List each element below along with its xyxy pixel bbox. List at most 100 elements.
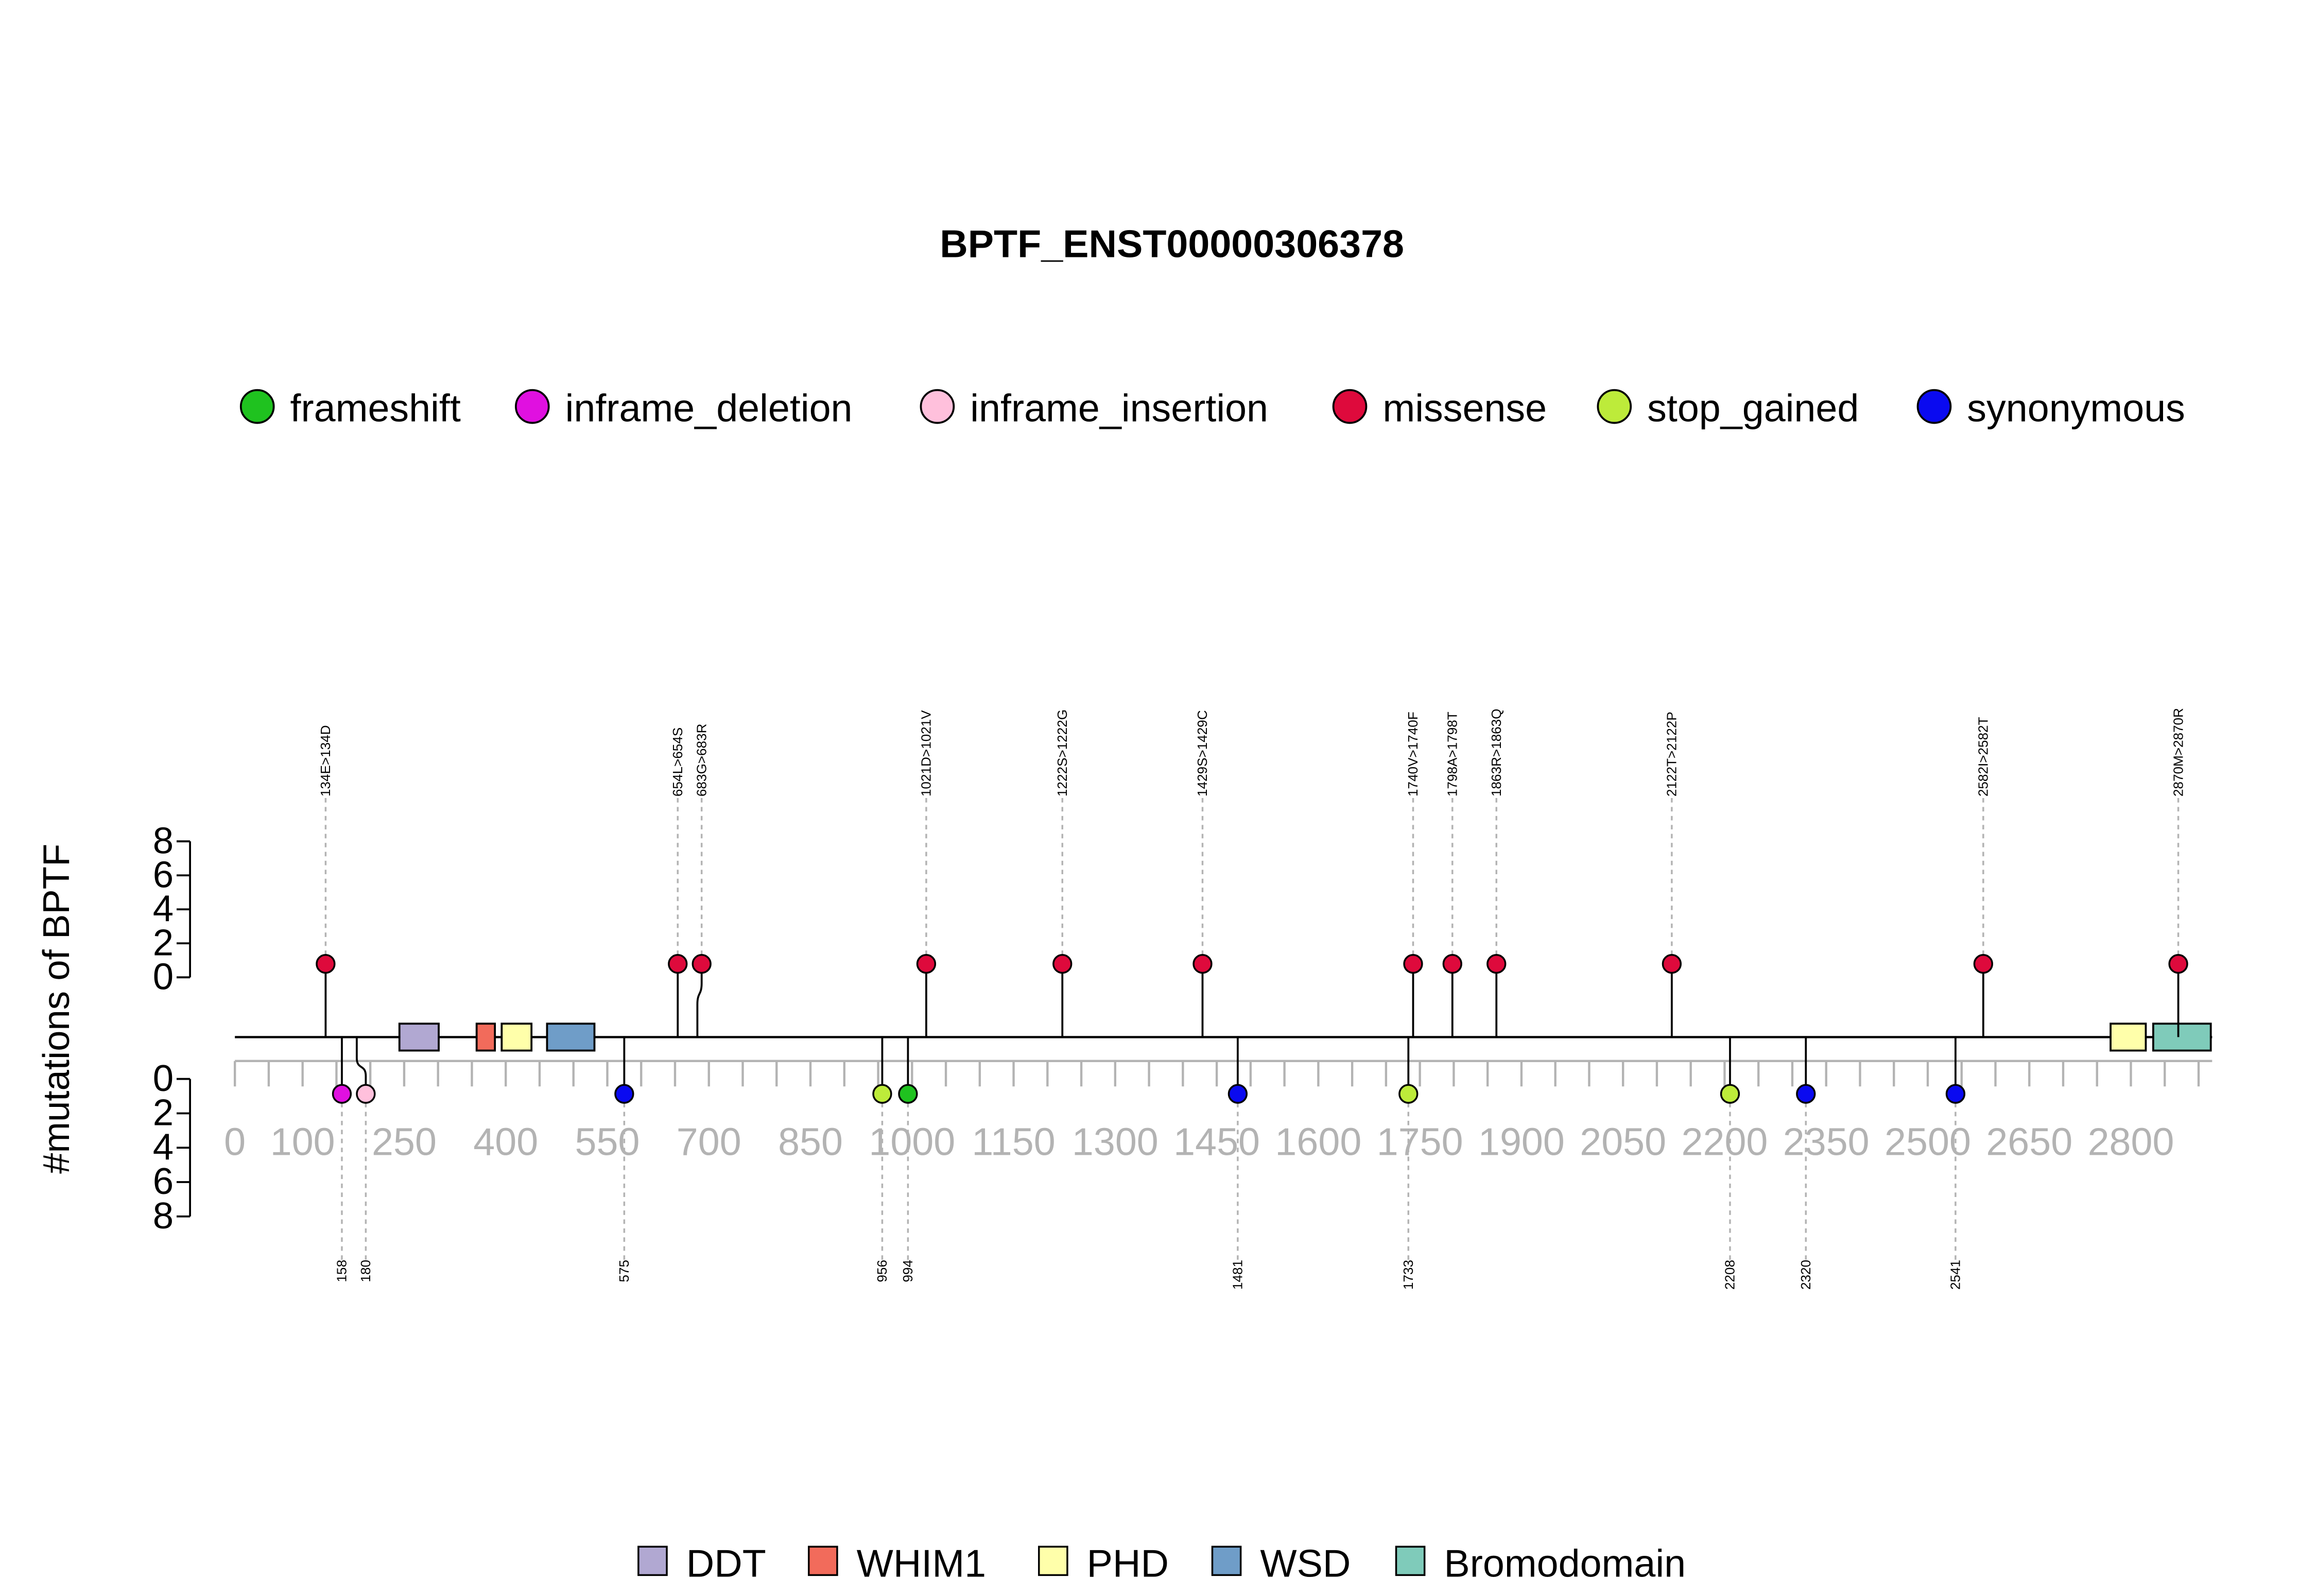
domain-legend-swatch <box>808 1546 838 1576</box>
y-tick-label-bottom: 4 <box>153 1126 174 1168</box>
mutation-label: 575 <box>616 1260 632 1282</box>
lollipop-head <box>1403 954 1423 974</box>
mutation-lollipop-bottom: 994 <box>898 1037 918 1282</box>
x-tick-label: 0 <box>224 1120 246 1164</box>
domain-legend-swatch <box>1395 1546 1426 1576</box>
lollipop-head <box>2168 954 2188 974</box>
legend-item-inframe_insertion: inframe_insertion <box>920 387 1268 430</box>
mutation-lollipop-top: 654L>654S <box>668 727 688 1037</box>
y-tick-label-bottom: 2 <box>153 1092 174 1134</box>
mutation-label: 994 <box>900 1260 915 1282</box>
x-tick-label: 2650 <box>1986 1120 2072 1164</box>
lollipop-head <box>1398 1084 1419 1104</box>
legend-marker <box>514 389 550 424</box>
legend-label: missense <box>1382 387 1547 430</box>
mutation-lollipop-top: 1429S>1429C <box>1192 710 1213 1037</box>
domain-box-wsd <box>546 1022 596 1052</box>
chart-title: BPTF_ENST00000306378 <box>940 222 1404 265</box>
mutation-lollipop-top: 1021D>1021V <box>916 710 937 1037</box>
domain-legend-swatch <box>1211 1546 1242 1576</box>
mutation-lollipop-bottom: 2320 <box>1796 1037 1816 1290</box>
legend-item-inframe_deletion: inframe_deletion <box>514 387 853 430</box>
mutation-label: 1481 <box>1230 1260 1246 1290</box>
mutation-label: 2122T>2122P <box>1664 712 1680 796</box>
mutation-lollipop-top: 1222S>1222G <box>1052 709 1073 1037</box>
mutation-label: 1021D>1021V <box>919 710 934 796</box>
mutation-lollipops: 134E>134D 654L>654S 683G>683R 1021D>1021V 12… <box>316 708 2188 1290</box>
domain-box-phd <box>500 1022 533 1052</box>
domain-box-phd <box>2109 1022 2147 1052</box>
mutation-lollipop-top: 1740V>1740F <box>1403 712 1423 1037</box>
y-tick-label-top: 4 <box>153 888 174 929</box>
x-tick-label: 250 <box>372 1120 437 1164</box>
mutation-label: 134E>134D <box>318 725 333 796</box>
mutation-lollipop-top: 683G>683R <box>691 724 712 1037</box>
mutation-lollipop-bottom: 2208 <box>1720 1037 1740 1290</box>
mutation-label: 654L>654S <box>670 727 685 796</box>
lollipop-head <box>916 954 937 974</box>
legend-item-missense: missense <box>1332 387 1547 430</box>
domain-legend-item-wsd: WSD <box>1211 1541 1351 1585</box>
mutation-label: 2320 <box>1798 1260 1813 1290</box>
domain-legend-swatch <box>1038 1546 1068 1576</box>
legend-label: inframe_insertion <box>970 387 1268 430</box>
mutation-lollipop-top: 1863R>1863Q <box>1486 709 1507 1037</box>
mutation-label: 1798A>1798T <box>1444 712 1460 796</box>
mutation-lollipop-bottom: 158 <box>332 1037 352 1282</box>
lollipop-head <box>614 1084 634 1104</box>
lollipop-head <box>1486 954 1507 974</box>
domain-box-bromodomain <box>2152 1022 2212 1052</box>
mutation-lollipop-bottom: 956 <box>872 1037 892 1282</box>
mutation-lollipop-top: 2870M>2870R <box>2168 708 2188 1037</box>
x-tick-label: 1150 <box>972 1120 1055 1164</box>
lollipop-head <box>691 954 712 974</box>
y-axis-label: #mutations of BPTF <box>36 844 77 1174</box>
mutation-lollipop-bottom: 1481 <box>1227 1037 1248 1290</box>
domain-legend-label: WSD <box>1260 1541 1351 1585</box>
domain-legend-label: WHIM1 <box>857 1541 987 1585</box>
domain-box-whim1 <box>475 1022 496 1052</box>
legend-item-stop_gained: stop_gained <box>1597 387 1859 430</box>
lollipop-head <box>356 1084 376 1104</box>
x-tick-label: 550 <box>575 1120 640 1164</box>
x-tick-label: 1900 <box>1478 1120 1565 1164</box>
lollipop-head <box>1796 1084 1816 1104</box>
y-tick-label-bottom: 0 <box>153 1057 174 1099</box>
lollipop-head <box>1662 954 1682 974</box>
mutation-lollipop-top: 2582I>2582T <box>1973 717 1993 1037</box>
lollipop-head <box>1052 954 1073 974</box>
lollipop-head <box>898 1084 918 1104</box>
mutation-lollipop-bottom: 2541 <box>1945 1037 1966 1290</box>
legend-label: frameshift <box>290 387 461 430</box>
domain-legend-label: PHD <box>1087 1541 1169 1585</box>
y-tick-label-top: 0 <box>153 956 174 998</box>
mutation-type-legend: frameshift inframe_deletion inframe_insert… <box>239 387 2185 430</box>
legend-label: inframe_deletion <box>565 387 853 430</box>
x-tick-label: 1750 <box>1377 1120 1463 1164</box>
legend-marker <box>920 389 955 424</box>
mutation-label: 2208 <box>1722 1260 1738 1290</box>
mutation-lollipop-top: 2122T>2122P <box>1662 712 1682 1037</box>
lollipop-head <box>1973 954 1993 974</box>
lollipop-stem <box>696 964 703 1037</box>
mutation-label: 2870M>2870R <box>2170 708 2186 796</box>
y-tick-label-bottom: 6 <box>153 1160 174 1202</box>
mutation-lollipop-top: 134E>134D <box>316 725 336 1037</box>
x-tick-label: 2350 <box>1783 1120 1870 1164</box>
y-tick-label-top: 2 <box>153 922 174 964</box>
domain-legend-label: DDT <box>686 1541 766 1585</box>
domain-legend-label: Bromodomain <box>1444 1541 1686 1585</box>
domain-legend-item-ddt: DDT <box>637 1541 766 1585</box>
domain-legend-item-phd: PHD <box>1038 1541 1169 1585</box>
domain-legend-swatch <box>637 1546 668 1576</box>
protein-domains <box>398 1022 2212 1052</box>
x-tick-label: 2200 <box>1682 1120 1768 1164</box>
mutation-label: 2541 <box>1948 1260 1963 1290</box>
x-tick-label: 1600 <box>1275 1120 1361 1164</box>
domain-box-ddt <box>398 1022 440 1052</box>
x-tick-label: 2800 <box>2088 1120 2174 1164</box>
mutation-label: 956 <box>874 1260 890 1282</box>
x-tick-label: 700 <box>677 1120 741 1164</box>
mutation-label: 2582I>2582T <box>1976 717 1991 796</box>
